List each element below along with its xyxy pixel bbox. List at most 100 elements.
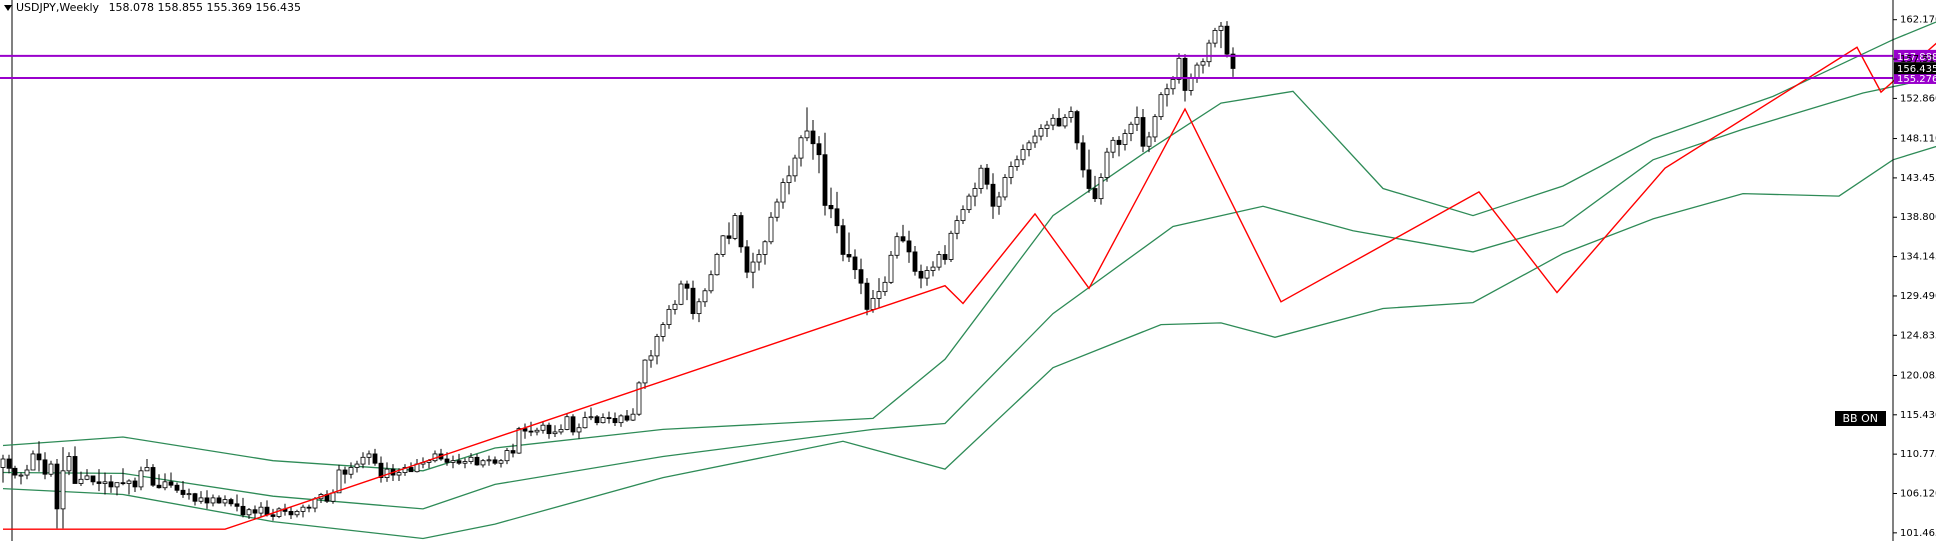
candle-body — [798, 137, 804, 159]
candle — [1122, 129, 1128, 151]
candle-body — [180, 489, 186, 495]
candle-body — [780, 182, 786, 203]
candle — [240, 497, 246, 518]
candle-body — [366, 453, 372, 458]
candle-body — [30, 453, 36, 471]
candle-body — [678, 283, 684, 305]
candle — [852, 249, 858, 279]
candle — [594, 415, 600, 426]
candle-body — [216, 497, 222, 504]
candle — [1014, 155, 1020, 171]
candle — [864, 278, 870, 316]
y-tick-label: 138.800 — [1900, 212, 1936, 223]
candle-body — [90, 475, 96, 483]
candle-body — [114, 482, 120, 488]
candle — [930, 261, 936, 277]
candle-body — [1020, 149, 1026, 161]
y-tick-label: 162.170 — [1900, 15, 1936, 26]
candle-body — [264, 506, 270, 516]
candle-body — [666, 308, 672, 325]
candle-body — [828, 205, 834, 210]
candle-body — [228, 499, 234, 505]
candle — [744, 240, 750, 279]
candle-body — [240, 505, 246, 516]
candle-body — [474, 456, 480, 466]
candle-body — [492, 459, 498, 464]
candle — [906, 230, 912, 263]
candle — [144, 459, 150, 472]
candle-body — [456, 460, 462, 464]
candle-body — [516, 428, 522, 454]
candle — [858, 258, 864, 295]
y-tick-label: 110.775 — [1900, 449, 1936, 460]
candle-body — [708, 274, 714, 292]
candle — [726, 222, 732, 245]
candle-body — [108, 481, 114, 488]
candle-body — [1188, 77, 1194, 91]
candle-body — [990, 183, 996, 207]
candle — [1218, 21, 1224, 49]
candle-body — [642, 359, 648, 384]
candle-body — [822, 154, 828, 206]
candle-body — [834, 208, 840, 227]
candle-body — [720, 235, 726, 255]
candle — [42, 452, 48, 480]
candle — [96, 469, 102, 492]
candle-body — [978, 167, 984, 189]
candle-body — [630, 413, 636, 421]
candle-body — [576, 427, 582, 433]
candle — [798, 135, 804, 167]
price-axis: 162.170 157.515 152.860 148.110 143.455 138.8… — [1892, 0, 1936, 541]
candle — [438, 448, 444, 461]
candle-body — [510, 450, 516, 454]
candle-body — [174, 484, 180, 491]
candle — [1164, 83, 1170, 107]
candle — [1002, 174, 1008, 201]
candle — [972, 182, 978, 207]
candle — [36, 441, 42, 472]
candle-body — [888, 254, 894, 283]
y-tick-label: 134.145 — [1900, 252, 1936, 263]
candle — [48, 460, 54, 477]
candle-body — [480, 460, 486, 466]
candle — [414, 459, 420, 473]
candle-body — [552, 431, 558, 435]
candle-body — [846, 254, 852, 258]
y-tick-label: 143.455 — [1900, 173, 1936, 184]
dropdown-icon[interactable] — [4, 5, 12, 11]
candle — [456, 453, 462, 465]
candle-body — [294, 511, 300, 516]
candle-body — [372, 453, 378, 464]
indicator-badge[interactable]: BB ON — [1834, 411, 1886, 426]
candle-body — [744, 246, 750, 273]
y-tick-label: 101.465 — [1900, 528, 1936, 539]
candle-body — [72, 456, 78, 484]
candle — [1230, 47, 1236, 77]
candle-body — [672, 303, 678, 310]
candle-body — [270, 514, 276, 517]
candle — [1110, 136, 1116, 159]
candle-body — [582, 417, 588, 429]
candle-body — [132, 480, 138, 488]
candle-body — [306, 506, 312, 509]
candle — [690, 280, 696, 320]
candle-body — [534, 429, 540, 433]
candle-body — [702, 290, 708, 303]
candle-body — [924, 270, 930, 279]
candle — [1116, 136, 1122, 157]
candle-body — [204, 497, 210, 504]
candle — [660, 322, 666, 342]
bollinger-bands — [2, 21, 1936, 540]
candle-body — [1146, 136, 1152, 147]
candle-body — [252, 509, 258, 514]
candle-body — [0, 458, 6, 468]
candle-body — [276, 508, 282, 517]
candle — [666, 305, 672, 329]
candle — [708, 270, 714, 294]
candle-body — [936, 254, 942, 268]
candle-body — [570, 416, 576, 433]
candle — [618, 414, 624, 427]
candle — [0, 454, 6, 483]
